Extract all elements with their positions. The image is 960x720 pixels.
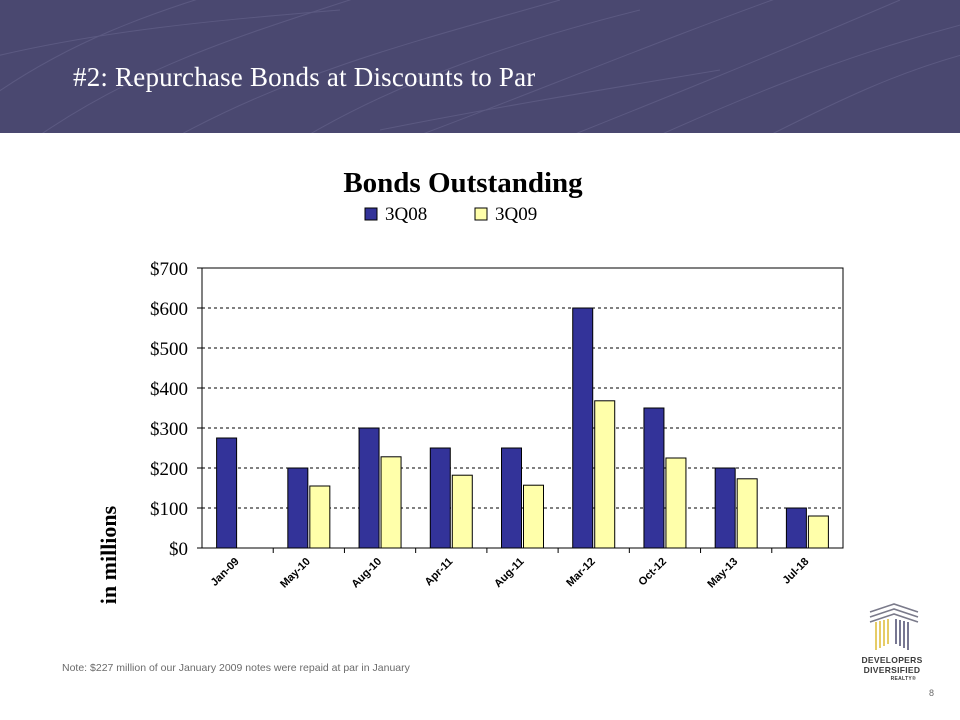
footnote: Note: $227 million of our January 2009 n… [62,662,410,674]
bar-3Q08-Aug-10 [358,427,380,549]
bar-3Q09-Aug-10 [380,456,402,549]
bonds-outstanding-chart: Bonds Outstanding 3Q08 3Q09 in millions … [96,167,844,604]
logo-line-2: DIVERSIFIED [863,665,921,675]
y-tick-label: $200 [150,459,188,480]
header-banner: #2: Repurchase Bonds at Discounts to Par [0,0,960,133]
bar-3Q08-Jul-18 [785,507,807,549]
bar-3Q09-Jul-18 [807,515,829,549]
bar-3Q08-Mar-12 [572,307,594,549]
bar-3Q08-Aug-11 [501,447,522,549]
x-tick-label: May-13 [705,556,740,591]
bar-3Q08-May-10 [287,467,309,549]
x-tick-label: Jul-18 [781,556,812,587]
chart-legend: 3Q08 3Q09 [364,204,537,225]
x-tick-label: Mar-12 [564,556,598,590]
bar-3Q09-Aug-11 [523,484,544,549]
plot-area: $0 $100 $200 $300 $400 $500 $600 $700 Jan-09 May-… [150,259,844,591]
legend-label-3Q09: 3Q09 [495,204,537,225]
bar-3Q09-Oct-12 [665,457,687,549]
bar-3Q09-Mar-12 [594,400,616,549]
y-tick-label: $500 [150,339,188,360]
y-tick-label: $100 [150,499,188,520]
page-number: 8 [929,688,935,698]
legend-label-3Q08: 3Q08 [385,204,427,225]
bar-3Q09-May-10 [309,485,331,549]
bar-3Q08-Oct-12 [643,407,665,549]
plot-frame [201,267,844,549]
y-tick-label: $0 [169,539,188,560]
logo-line-1: DEVELOPERS [861,655,923,665]
y-tick-label: $600 [150,299,188,320]
company-logo: DEVELOPERS DIVERSIFIED REALTY® [852,602,932,684]
y-tick-label: $400 [150,379,188,400]
bar-3Q09-Apr-11 [451,474,473,549]
y-tick-label: $300 [150,419,188,440]
x-tick-label: Jan-09 [209,556,242,589]
logo-mark-icon [869,603,919,650]
chart-title: Bonds Outstanding [343,167,583,199]
header-swirl-decoration [0,0,960,133]
y-tick-label: $700 [150,259,188,280]
slide-title: #2: Repurchase Bonds at Discounts to Par [73,62,536,92]
x-tick-label: Apr-11 [423,556,456,589]
bar-3Q08-May-13 [714,467,736,549]
legend-swatch-3Q09 [474,207,488,221]
x-tick-label: Aug-10 [349,556,384,591]
logo-line-3: REALTY® [890,676,916,682]
legend-swatch-3Q08 [364,207,378,221]
x-tick-label: Aug-11 [492,556,526,590]
bar-3Q09-May-13 [736,478,758,549]
bar-3Q08-Apr-11 [429,447,451,549]
x-tick-label: Oct-12 [636,556,669,589]
y-axis-label: in millions [96,505,121,604]
x-tick-label: May-10 [278,556,313,591]
bar-3Q08-Jan-09 [216,437,238,549]
